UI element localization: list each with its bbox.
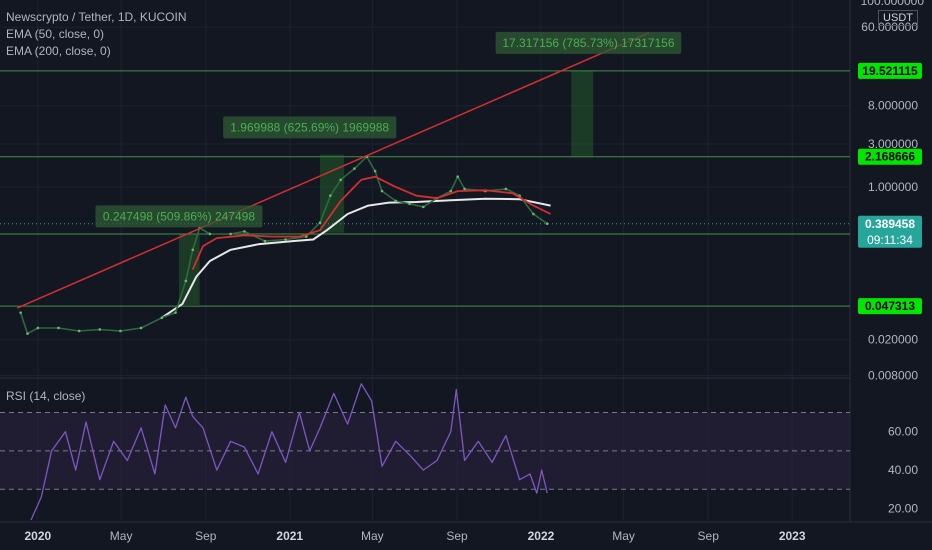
price-point [421,205,425,209]
level-price-tag[interactable] [858,62,922,79]
price-point [229,232,232,236]
price-path [19,155,548,335]
rsi-band [0,412,850,490]
price-point [184,279,188,283]
ema50-legend[interactable]: EMA (50, close, 0) [6,27,105,41]
time-tick-label: Sep [195,529,217,543]
price-tick-label: 0.008000 [868,368,918,382]
time-tick-label: May [361,529,384,543]
price-point [353,167,356,170]
ema50-path [191,175,551,271]
price-point [532,212,535,216]
price-tick-label: 0.020000 [868,333,918,347]
price-point [208,232,212,236]
annotation-labels: 0.247498 (509.86%) 247498 1.969988 (625.6… [95,31,682,228]
level-price-tag[interactable] [858,148,922,165]
price-point [139,326,143,330]
rsi-tick-label: 40.00 [888,463,918,477]
price-point [329,194,332,197]
grid [0,0,932,523]
trendline-path[interactable] [16,31,650,309]
time-tick-label: 2022 [528,529,555,543]
ema200-path [161,197,551,319]
rsi-tick-label: 20.00 [888,501,918,515]
price-point [339,178,342,182]
price-point [57,326,60,330]
price-tick-label: 60.000000 [861,20,918,34]
level-price-label: 2.168666 [865,150,915,164]
price-point [456,175,459,178]
range-box[interactable] [571,70,594,157]
level-price-tag[interactable] [858,298,922,315]
price-point [394,199,398,203]
price-point [160,316,164,320]
price-point [119,329,122,333]
current-price-tag[interactable] [858,215,922,248]
price-point [19,311,22,314]
level-price-label: 0.047313 [865,299,915,313]
range-label-text: 17.317156 (785.73%) 17317156 [502,36,674,50]
price-series [19,155,549,335]
price-point [449,189,453,193]
price-tick-label: 8.000000 [868,99,918,113]
range-label-box [223,116,397,139]
time-tick-label: May [612,529,635,543]
trendline[interactable] [16,31,650,309]
price-point [263,239,267,243]
price-point [380,189,384,193]
chart-legend: Newscrypto / Tether, 1D, KUCOIN EMA (50,… [6,9,187,60]
countdown-label: 09:11:34 [867,233,913,247]
price-point [77,329,81,333]
price-point [36,326,40,330]
rsi-line [30,383,548,521]
range-label-text: 0.247498 (509.86%) 247498 [103,209,255,223]
price-point [304,235,308,238]
time-tick-label: Sep [446,529,468,543]
price-point [98,328,102,331]
price-point [26,332,29,335]
rsi-path [30,383,548,521]
range-label-box [495,31,682,54]
price-point [373,169,377,173]
rsi-legend[interactable]: RSI (14, close) [6,389,86,403]
currency-label[interactable]: USDT [878,10,918,26]
level-price-label: 19.521115 [862,64,918,78]
ema50-line [191,175,551,271]
price-point [318,221,322,225]
price-point [191,248,195,252]
time-tick-label: 2023 [779,529,806,543]
ema200-line [161,197,551,319]
horizontal-levels[interactable] [0,70,850,307]
price-tick-label: 1.000000 [868,180,918,194]
price-point [463,187,466,191]
time-tick-label: 2020 [25,529,52,543]
time-tick-label: Sep [698,529,720,543]
price-point [408,202,411,206]
price-point [545,222,549,226]
range-label-box [95,205,263,228]
price-tick-label: 3.000000 [868,137,918,151]
symbol-title[interactable]: Newscrypto / Tether, 1D, KUCOIN [6,10,187,24]
range-label-text: 1.969988 (625.69%) 1969988 [230,120,389,134]
price-point [504,187,508,191]
time-tick-label: 2021 [276,529,303,543]
rsi-tick-label: 60.00 [888,425,918,439]
current-price-label: 0.389458 [865,217,915,231]
price-point [174,311,177,314]
time-tick-label: May [110,529,133,543]
price-point [284,238,287,241]
axes: 2020 May Sep 2021 May Sep 2022 May Sep 202360.000… [25,20,922,543]
price-point [243,230,246,233]
top-price-label: 100.000000 [860,0,924,8]
ema200-legend[interactable]: EMA (200, close, 0) [6,44,111,58]
